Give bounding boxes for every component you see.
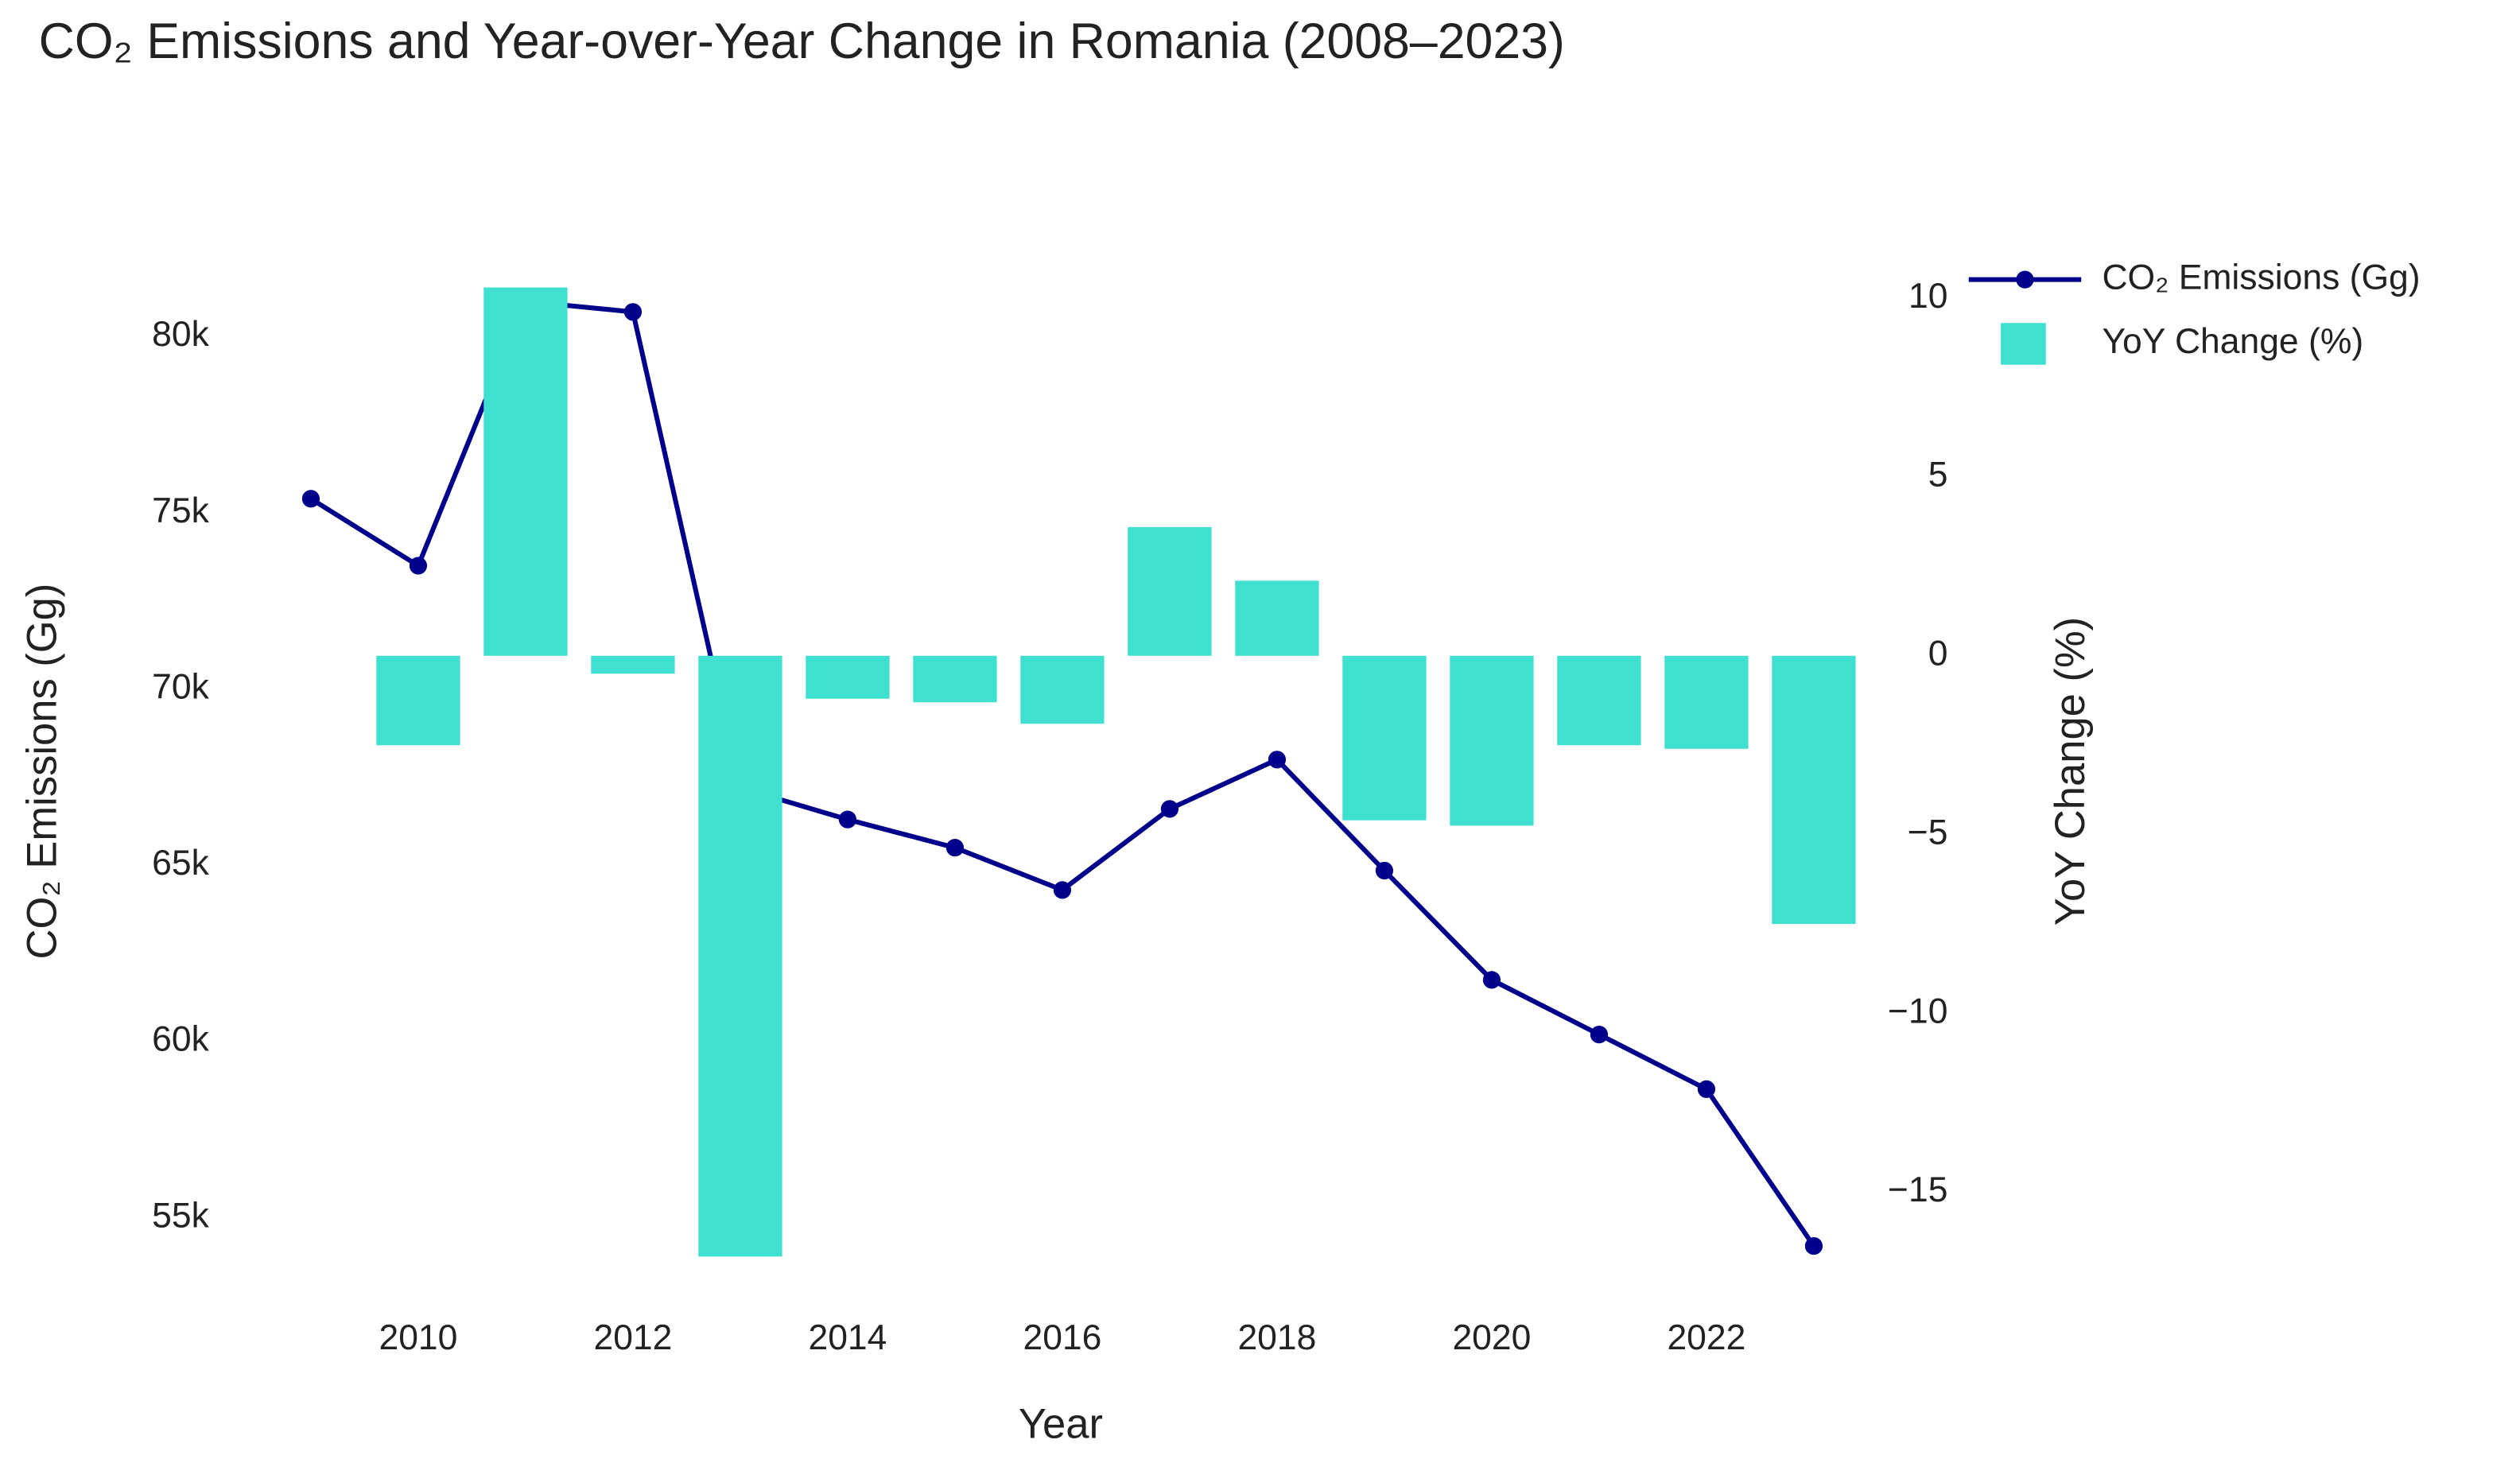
point — [623, 303, 643, 321]
point — [301, 490, 320, 508]
point — [1697, 1080, 1716, 1098]
point — [1804, 1236, 1823, 1255]
point — [1268, 751, 1287, 769]
point — [1053, 881, 1072, 899]
bar — [1772, 655, 1856, 925]
bar — [913, 655, 997, 703]
y2-tick-label: 5 — [1928, 456, 1948, 495]
y2-tick-label: −15 — [1888, 1170, 1947, 1209]
bar — [1664, 655, 1749, 749]
x-tick-label: 2018 — [1237, 1318, 1316, 1357]
point — [1482, 971, 1501, 989]
point — [1375, 861, 1394, 880]
bar — [1128, 526, 1212, 656]
y2-tick-label: 10 — [1908, 277, 1947, 316]
point — [409, 557, 428, 575]
chart-title: CO₂ Emissions and Year-over-Year Change … — [39, 14, 1565, 69]
y-tick-label: 65k — [152, 844, 209, 883]
bar — [1020, 655, 1105, 724]
y-tick-label: 80k — [152, 315, 209, 354]
legend-label: YoY Change (%) — [2102, 322, 2363, 361]
x-tick-label: 2016 — [1023, 1318, 1101, 1357]
point — [945, 839, 965, 857]
bar — [376, 655, 460, 746]
y2-tick-label: −5 — [1908, 813, 1948, 852]
x-tick-label: 2012 — [593, 1318, 672, 1357]
bar — [483, 287, 568, 656]
x-tick-label: 2020 — [1452, 1318, 1531, 1357]
y-tick-label: 60k — [152, 1020, 209, 1059]
y2-tick-label: −10 — [1888, 992, 1947, 1030]
y2-axis-label: YoY Change (%) — [2047, 617, 2094, 926]
x-tick-label: 2022 — [1667, 1318, 1745, 1357]
y-tick-label: 70k — [152, 667, 209, 706]
y-tick-label: 55k — [152, 1196, 209, 1235]
y2-tick-label: 0 — [1928, 634, 1948, 673]
legend-swatch — [2001, 323, 2046, 365]
point — [838, 810, 857, 829]
x-axis-label: Year — [1019, 1400, 1103, 1447]
x-tick-label: 2010 — [379, 1318, 457, 1357]
bar — [698, 655, 782, 1257]
point — [1590, 1025, 1609, 1044]
y-axis-label: CO₂ Emissions (Gg) — [19, 584, 66, 960]
bar — [591, 655, 675, 674]
bar — [1450, 655, 1534, 826]
point — [1160, 800, 1179, 818]
legend-label: CO₂ Emissions (Gg) — [2102, 258, 2420, 297]
bar — [1342, 655, 1427, 821]
bar — [1235, 580, 1319, 656]
bar — [806, 655, 890, 699]
x-tick-label: 2014 — [808, 1318, 887, 1357]
y-tick-label: 75k — [152, 491, 209, 530]
bar — [1557, 655, 1641, 746]
legend-marker — [2016, 270, 2034, 289]
